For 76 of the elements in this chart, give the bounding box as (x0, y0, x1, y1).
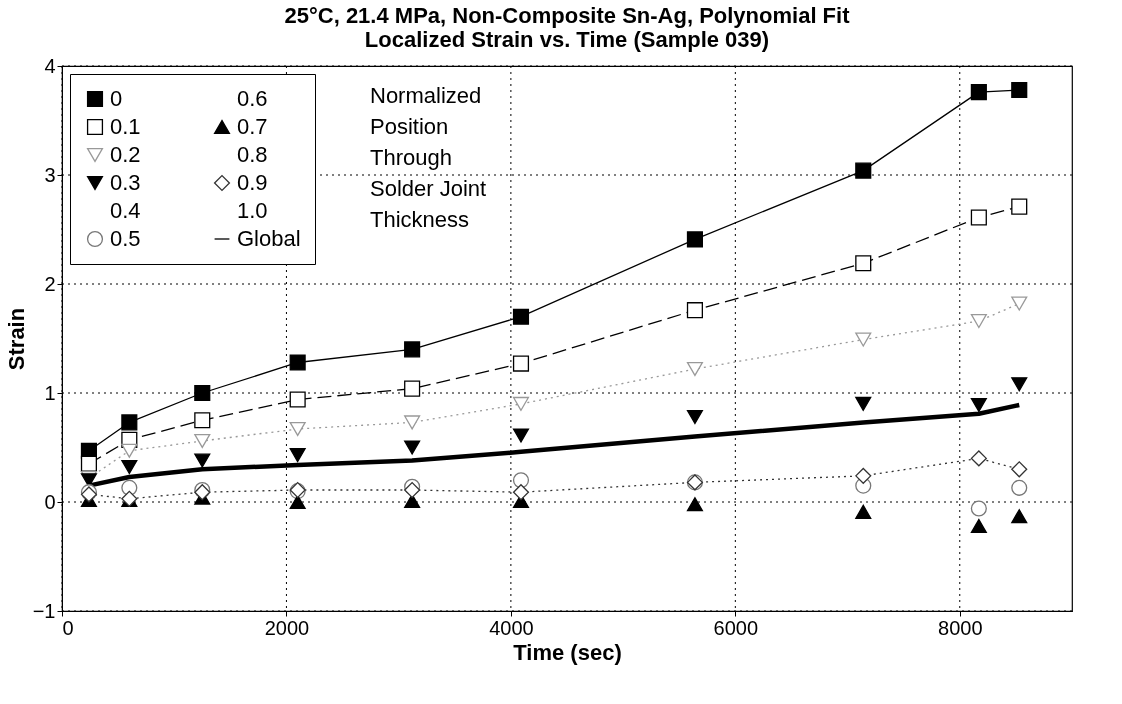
point (121, 460, 138, 475)
legend-label: 0.5 (110, 226, 141, 251)
legend-label: 0.9 (237, 170, 268, 195)
chart-title: 25°C, 21.4 MPa, Non-Composite Sn-Ag, Polynomial Fit (284, 3, 851, 28)
y-tick-label: 4 (44, 54, 56, 77)
x-tick-label: 6000 (713, 616, 759, 639)
legend-label: Global (237, 226, 301, 251)
legend-label: 0.1 (110, 114, 141, 139)
point (970, 500, 987, 517)
point (289, 421, 306, 437)
point (855, 332, 872, 347)
point (80, 455, 97, 472)
text: 1.0 (237, 198, 268, 223)
point (855, 467, 872, 484)
point (194, 384, 211, 402)
point (686, 361, 703, 377)
point (289, 354, 306, 371)
point (686, 302, 703, 319)
point (194, 412, 211, 429)
point (970, 209, 987, 226)
legend-label: 0.7 (237, 114, 268, 139)
point (1011, 81, 1028, 99)
point (686, 231, 703, 248)
x-tick-label: 2000 (264, 616, 310, 639)
legend-label: 0.2 (110, 142, 141, 167)
chart-subtitle: Localized Strain vs. Time (Sample 039) (364, 27, 770, 52)
legend-label: 0 (110, 86, 123, 111)
point (970, 397, 987, 413)
point (686, 409, 703, 425)
point (404, 341, 421, 358)
point (194, 433, 211, 449)
point (512, 484, 530, 501)
point (686, 497, 703, 512)
point (855, 396, 872, 411)
point (1011, 198, 1028, 215)
point (1011, 479, 1028, 496)
point (970, 518, 987, 534)
point (121, 443, 138, 458)
point (289, 391, 306, 408)
x-axis-title: Time (sec) (513, 639, 622, 665)
legend-label: 0.3 (110, 170, 141, 195)
point (1011, 509, 1028, 524)
point (512, 428, 530, 443)
text: 0.6 (237, 86, 268, 111)
point (970, 313, 987, 329)
x-tick-label: 0 (62, 616, 74, 639)
point (512, 308, 530, 325)
point (289, 448, 306, 463)
y-tick-label: 1 (44, 381, 56, 404)
point (855, 504, 872, 519)
point (404, 481, 421, 499)
y-tick-label: 0 (44, 490, 56, 513)
point (1011, 296, 1028, 311)
y-axis-title: Strain (3, 307, 29, 371)
point (404, 440, 421, 455)
y-tick-label: 3 (44, 163, 56, 186)
point (289, 494, 306, 510)
x-tick-label: 8000 (938, 616, 983, 639)
point (512, 396, 530, 411)
point (855, 162, 872, 179)
x-tick-label: 4000 (489, 616, 534, 639)
point (404, 415, 421, 430)
y-tick-label: 2 (44, 272, 56, 295)
point (194, 453, 211, 468)
point (1011, 377, 1028, 392)
y-tick-label: −1 (32, 599, 56, 622)
point (970, 84, 987, 101)
text: 0.4 (110, 198, 141, 223)
point (512, 355, 530, 372)
legend-title: Normalized Position Through Solder Joint Thickness (370, 83, 487, 232)
point (1011, 461, 1028, 478)
point (404, 380, 421, 397)
text: 0.8 (237, 142, 268, 167)
point (855, 255, 872, 272)
point (970, 450, 987, 467)
point (121, 414, 138, 431)
